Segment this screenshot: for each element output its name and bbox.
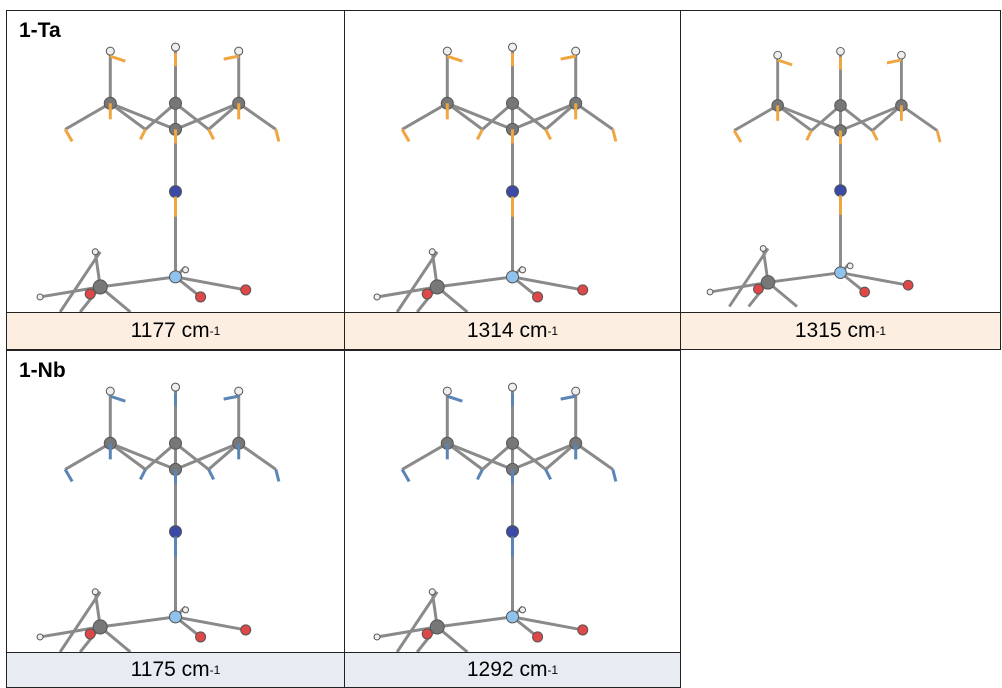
unit-exponent: -1: [210, 324, 221, 338]
molecule: [345, 351, 680, 652]
mode-cell: [344, 10, 681, 313]
unit-exponent: -1: [210, 663, 221, 677]
molecule: [681, 11, 1000, 312]
molecule: [345, 11, 680, 312]
compound-label: 1-Nb: [19, 359, 66, 383]
mode-cell: [680, 10, 1001, 313]
molecule: [7, 11, 344, 312]
frequency-label: 1175 cm-1: [6, 652, 345, 688]
frequency-value: 1314: [467, 319, 514, 343]
molecule: [7, 351, 344, 652]
unit: cm: [182, 658, 210, 682]
unit: cm: [519, 658, 547, 682]
frequency-value: 1177: [131, 319, 176, 343]
figure: 1-Ta1177 cm-11314 cm-11315 cm-11-Nb1175 …: [0, 0, 1002, 687]
frequency-value: 1175: [131, 658, 176, 682]
frequency-label: 1314 cm-1: [344, 312, 681, 350]
unit: cm: [182, 319, 210, 343]
frequency-value: 1292: [467, 658, 514, 682]
frequency-value: 1315: [795, 319, 842, 343]
compound-label: 1-Ta: [19, 19, 61, 43]
mode-cell: 1-Ta: [6, 10, 345, 313]
unit: cm: [847, 319, 875, 343]
unit-exponent: -1: [547, 324, 558, 338]
unit: cm: [519, 319, 547, 343]
unit-exponent: -1: [547, 663, 558, 677]
frequency-label: 1315 cm-1: [680, 312, 1001, 350]
frequency-label: 1177 cm-1: [6, 312, 345, 350]
frequency-label: 1292 cm-1: [344, 652, 681, 688]
mode-cell: [344, 350, 681, 653]
unit-exponent: -1: [875, 324, 886, 338]
mode-cell: 1-Nb: [6, 350, 345, 653]
